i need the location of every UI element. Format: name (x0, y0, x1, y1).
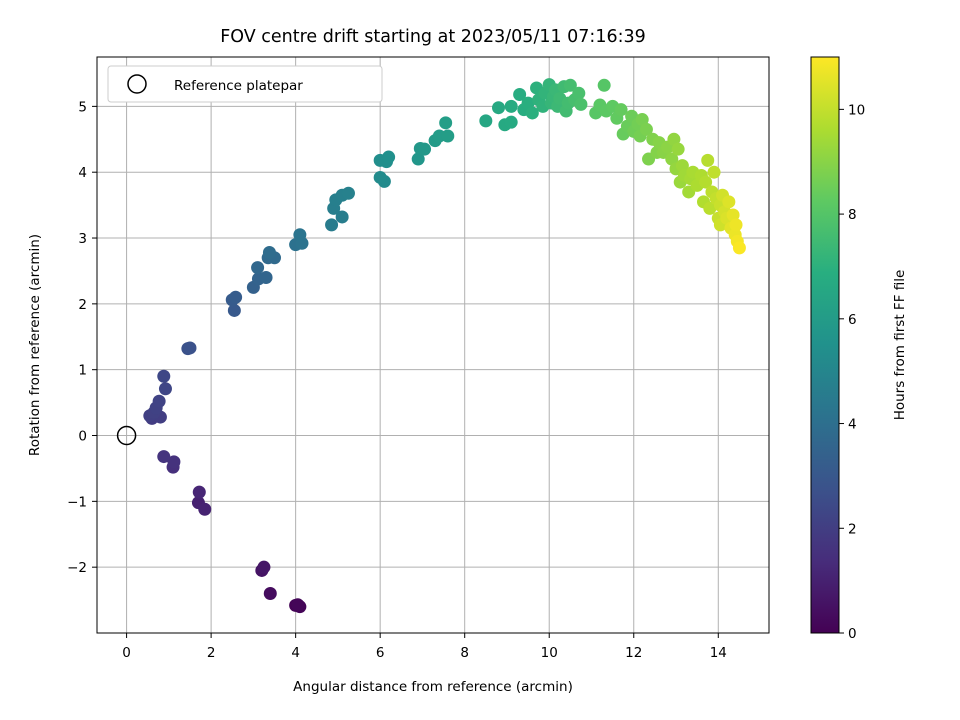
data-point (703, 201, 717, 215)
data-point (157, 450, 171, 464)
data-point (158, 382, 172, 396)
data-point (257, 560, 271, 574)
data-point (574, 97, 588, 111)
reference-marker (116, 425, 137, 446)
data-point (167, 455, 181, 469)
legend-box (107, 65, 383, 103)
x-tick-label: 2 (207, 645, 216, 661)
y-tick-label: 2 (78, 297, 87, 313)
y-tick-label: 0 (78, 429, 87, 445)
data-point (563, 78, 577, 92)
data-point (382, 150, 396, 164)
data-point (262, 246, 276, 260)
colorbar-label: Hours from first FF file (892, 270, 908, 421)
data-point (722, 195, 736, 209)
data-point (614, 103, 628, 117)
data-point (341, 186, 355, 200)
data-point (157, 369, 171, 383)
plot-frame (96, 56, 770, 634)
data-point (665, 152, 679, 166)
x-tick-label: 6 (376, 645, 385, 661)
y-axis-label: Rotation from reference (arcmin) (27, 234, 43, 456)
data-point (291, 598, 305, 612)
x-tick-label: 14 (710, 645, 727, 661)
data-point (251, 261, 265, 275)
x-axis-label: Angular distance from reference (arcmin) (293, 679, 573, 695)
x-tick-label: 0 (122, 645, 131, 661)
y-tick-label: 4 (78, 165, 87, 181)
data-point (729, 218, 743, 232)
y-tick-label: −1 (67, 494, 87, 510)
x-axis: 0 2 4 6 8 10 12 14 (122, 633, 727, 661)
data-point (513, 88, 527, 102)
data-point (293, 228, 307, 242)
data-point (439, 116, 453, 130)
data-point (325, 218, 339, 232)
x-tick-label: 4 (291, 645, 300, 661)
colorbar-tick-label: 6 (848, 312, 857, 328)
x-tick-label: 10 (541, 645, 558, 661)
data-point (597, 78, 611, 92)
data-point (492, 101, 506, 115)
data-point (707, 165, 721, 179)
y-axis: −2 −1 0 1 2 3 4 5 (67, 99, 97, 576)
data-point (335, 210, 349, 224)
y-tick-label: 1 (78, 363, 87, 379)
data-point (192, 485, 206, 499)
colorbar-tick-label: 8 (848, 207, 857, 223)
data-point (227, 303, 241, 317)
data-point (525, 106, 539, 120)
colorbar-tick-label: 0 (848, 626, 857, 642)
data-point (635, 113, 649, 127)
y-tick-label: −2 (67, 560, 87, 576)
data-point (229, 290, 243, 304)
data-point (183, 341, 197, 355)
data-point (373, 170, 387, 184)
legend-entry: Reference platepar (174, 78, 303, 94)
data-point (504, 99, 518, 113)
y-tick-label: 3 (78, 231, 87, 247)
x-tick-label: 8 (460, 645, 469, 661)
colorbar-gradient (810, 56, 840, 634)
data-point (726, 208, 740, 222)
data-point (411, 152, 425, 166)
data-point (479, 114, 493, 128)
data-point (263, 587, 277, 601)
grid (97, 57, 769, 633)
data-point (671, 142, 685, 156)
data-point (732, 241, 746, 255)
x-tick-label: 12 (625, 645, 642, 661)
legend: Reference platepar (107, 65, 383, 103)
data-point (639, 122, 653, 136)
legend-marker (127, 74, 147, 94)
colorbar-tick-label: 10 (848, 102, 865, 118)
chart-title: FOV centre drift starting at 2023/05/11 … (220, 27, 646, 47)
data-point (152, 394, 166, 408)
data-point (675, 159, 689, 173)
data-point (701, 153, 715, 167)
data-point (259, 271, 273, 285)
data-point (441, 129, 455, 143)
scatter-points (143, 78, 746, 614)
data-point (198, 502, 212, 516)
colorbar-tick-label: 4 (848, 417, 857, 433)
y-tick-label: 5 (78, 99, 87, 115)
data-point (667, 132, 681, 146)
colorbar: 0 2 4 6 8 10 Hours from first FF file (810, 56, 908, 642)
data-point (572, 86, 586, 100)
data-point (521, 96, 535, 110)
colorbar-ticks: 0 2 4 6 8 10 (839, 102, 865, 642)
data-point (699, 175, 713, 189)
colorbar-tick-label: 2 (848, 521, 857, 537)
data-point (418, 142, 432, 156)
data-point (504, 115, 518, 129)
